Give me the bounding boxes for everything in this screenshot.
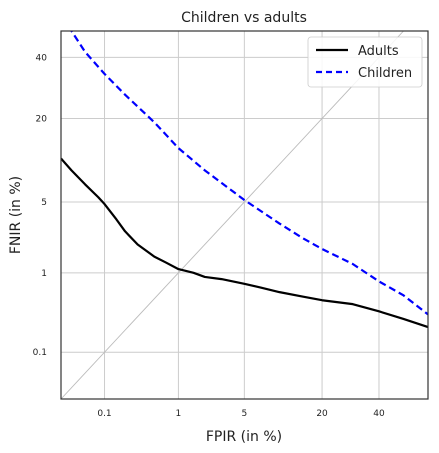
y-tick-label: 0.1 <box>33 348 47 358</box>
legend: Adults Children <box>307 36 423 88</box>
series-layer <box>60 30 428 400</box>
series-line-adults <box>61 157 428 329</box>
y-tick-label: 1 <box>41 269 47 279</box>
y-axis-label: FNIR (in %) <box>8 176 24 254</box>
series-line-children <box>70 31 428 316</box>
chart-title: Children vs adults <box>181 10 307 26</box>
x-tick-label: 20 <box>316 409 328 419</box>
x-tick-label: 0.1 <box>97 409 111 419</box>
y-tick-label: 5 <box>41 198 47 208</box>
y-tick-label: 20 <box>36 114 48 124</box>
x-tick-label: 1 <box>176 409 182 419</box>
x-axis-label: FPIR (in %) <box>206 429 282 445</box>
legend-label-children: Children <box>358 66 412 81</box>
y-tick-label: 40 <box>36 53 48 63</box>
x-tick-label: 40 <box>373 409 385 419</box>
reference-diagonal <box>60 30 404 400</box>
tick-labels: 0.1 1 5 20 40 0.1 1 5 20 40 <box>33 53 385 419</box>
legend-label-adults: Adults <box>358 44 399 59</box>
plot-frame <box>60 30 429 400</box>
x-tick-label: 5 <box>241 409 247 419</box>
